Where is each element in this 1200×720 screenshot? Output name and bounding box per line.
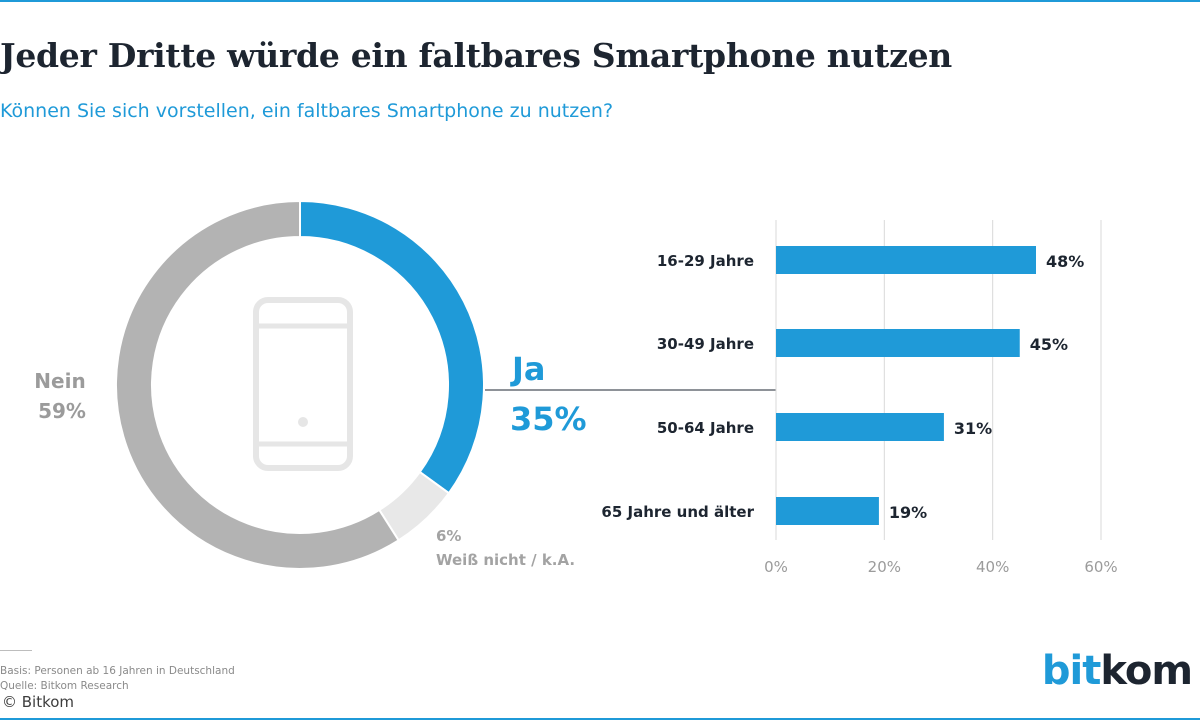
bitkom-logo: bitkom [1041,648,1193,694]
data-label: 45% [1030,335,1068,354]
x-tick-label: 60% [1084,558,1117,576]
bar [776,329,1020,357]
chart-title: Jeder Dritte würde ein faltbares Smartph… [0,36,952,75]
x-tick-label: 40% [976,558,1009,576]
bar [776,413,944,441]
ja-value: 35% [510,400,587,438]
top-rule [0,0,1200,2]
nein-label: Nein [34,369,85,393]
bar [776,497,879,525]
data-label: 19% [889,503,927,522]
ja-label: Ja [510,350,546,388]
nein-value: 59% [38,399,86,423]
bar [776,246,1036,274]
footer-basis: Basis: Personen ab 16 Jahren in Deutschl… [0,665,235,677]
category-label: 30-49 Jahre [657,335,754,353]
category-label: 65 Jahre und älter [601,503,754,521]
copyright-badge: © Bitkom [0,690,81,714]
donut-slice-ja [299,199,485,495]
category-label: 50-64 Jahre [657,419,754,437]
weiss-nicht-value: 6% [436,527,461,545]
logo-part-kom: kom [1100,648,1193,694]
data-label: 48% [1046,252,1084,271]
chart-subtitle: Können Sie sich vorstellen, ein faltbare… [0,100,614,122]
footer-source: Quelle: Bitkom Research [0,680,129,692]
category-label: 16-29 Jahre [657,252,754,270]
x-tick-label: 20% [868,558,901,576]
x-tick-label: 0% [764,558,788,576]
weiss-nicht-label: Weiß nicht / k.A. [436,551,575,569]
footer-rule [0,650,32,651]
data-label: 31% [954,419,992,438]
bottom-rule [0,718,1200,720]
donut-slice-nein [115,199,400,570]
smartphone-icon [253,297,353,471]
logo-part-bit: bit [1041,648,1101,694]
